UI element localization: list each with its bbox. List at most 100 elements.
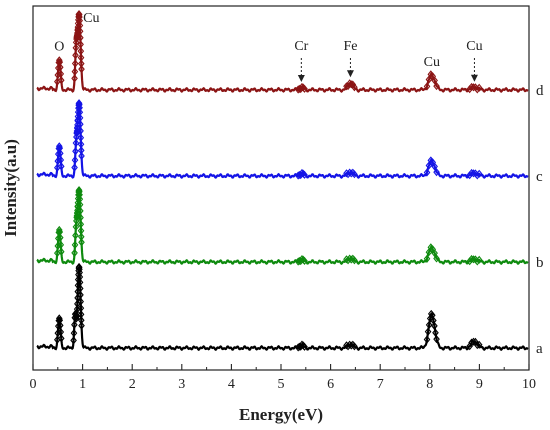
annotation-label-cu: Cu — [83, 11, 99, 26]
annotation-arrowhead — [346, 70, 354, 78]
data-point-marker — [78, 151, 85, 161]
data-point-marker — [475, 255, 483, 264]
annotation-label-cu: Cu — [424, 55, 440, 70]
data-point-marker — [78, 238, 85, 247]
data-point-marker — [343, 341, 350, 350]
data-point-marker — [54, 63, 62, 73]
data-point-marker — [72, 222, 80, 231]
series-line-a — [36, 266, 529, 352]
data-point-marker — [76, 16, 84, 25]
data-point-marker — [73, 124, 81, 133]
data-point-marker — [78, 65, 85, 74]
series-labels: a b c d — [536, 83, 544, 357]
data-point-marker — [54, 241, 62, 251]
data-point-marker — [76, 100, 83, 109]
data-point-marker — [425, 161, 433, 170]
data-point-marker — [57, 76, 65, 85]
data-point-marker — [351, 256, 358, 265]
data-point-marker — [76, 12, 83, 22]
data-point-marker — [57, 240, 65, 249]
data-point-marker — [470, 255, 477, 264]
data-point-marker — [54, 234, 62, 243]
data-point-marker — [344, 342, 352, 351]
series-label-d: d — [536, 83, 544, 99]
data-point-marker — [72, 147, 79, 156]
data-point-marker — [433, 82, 440, 91]
data-point-marker — [76, 268, 83, 277]
data-point-marker — [432, 328, 439, 337]
data-point-marker — [301, 84, 308, 93]
data-point-marker — [72, 138, 80, 148]
data-point-marker — [423, 335, 431, 344]
data-point-marker — [72, 231, 79, 240]
data-point-marker — [76, 103, 83, 112]
x-tick-label: 0 — [30, 377, 37, 392]
data-point-marker — [343, 255, 350, 264]
data-point-marker — [475, 83, 483, 92]
series-d — [36, 9, 529, 94]
data-point-marker — [71, 240, 79, 249]
x-tick-label: 6 — [327, 377, 334, 392]
x-ticks: 0 1 2 3 4 5 6 7 8 9 10 — [30, 364, 536, 392]
data-point-marker — [423, 82, 431, 91]
data-point-marker — [73, 132, 80, 142]
series-line-d — [36, 13, 529, 93]
x-tick-label: 5 — [278, 377, 285, 392]
data-point-marker — [70, 329, 78, 338]
data-point-marker — [55, 314, 63, 323]
x-tick-label: 3 — [178, 377, 185, 392]
data-point-marker — [351, 170, 358, 179]
annotation-label-o: O — [54, 39, 64, 54]
data-point-marker — [54, 70, 62, 80]
series-line-c — [36, 102, 529, 179]
data-point-marker — [55, 225, 63, 235]
annotation-label-fe: Fe — [343, 39, 357, 54]
series-label-a: a — [536, 341, 543, 357]
data-point-marker — [431, 321, 438, 330]
data-point-marker — [433, 335, 440, 344]
data-point-marker — [423, 168, 431, 177]
series-line-b — [36, 189, 529, 265]
data-point-marker — [433, 254, 440, 263]
data-point-marker — [71, 248, 78, 258]
data-point-marker — [473, 85, 481, 94]
annotation-arrowhead — [470, 74, 478, 82]
x-tick-label: 7 — [377, 377, 384, 392]
x-tick-label: 8 — [426, 377, 433, 392]
data-point-marker — [76, 265, 83, 274]
annotation-label-cu: Cu — [466, 39, 482, 54]
data-point-marker — [425, 75, 433, 84]
data-point-marker — [71, 67, 79, 76]
data-point-marker — [301, 342, 308, 351]
data-point-marker — [54, 322, 62, 331]
data-point-marker — [54, 150, 62, 159]
data-point-marker — [301, 170, 308, 179]
data-point-marker — [57, 247, 65, 256]
data-point-marker — [343, 169, 350, 178]
data-point-marker — [473, 341, 481, 350]
series-a — [36, 262, 529, 352]
data-point-marker — [470, 169, 477, 178]
series-label-c: c — [536, 169, 543, 185]
plot-frame — [32, 5, 530, 371]
data-point-marker — [344, 170, 352, 179]
series-b — [36, 186, 529, 266]
series-c — [36, 99, 529, 180]
data-point-marker — [433, 168, 440, 177]
data-point-marker — [76, 187, 83, 196]
data-point-marker — [72, 51, 79, 60]
data-point-marker — [431, 162, 438, 171]
data-point-marker — [475, 169, 483, 178]
data-point-marker — [347, 80, 355, 89]
annotation-label-cr: Cr — [294, 39, 308, 54]
data-point-marker — [54, 329, 62, 338]
annotations: O Cu Cr Fe Cu Cu — [54, 11, 483, 83]
data-point-marker — [55, 142, 63, 151]
data-point-marker — [57, 334, 65, 343]
data-point-marker — [425, 320, 433, 330]
data-point-marker — [473, 257, 481, 266]
data-point-marker — [55, 56, 63, 65]
data-point-marker — [301, 256, 308, 265]
y-axis-title: Intensity(a.u) — [1, 139, 20, 237]
data-point-marker — [473, 171, 481, 180]
